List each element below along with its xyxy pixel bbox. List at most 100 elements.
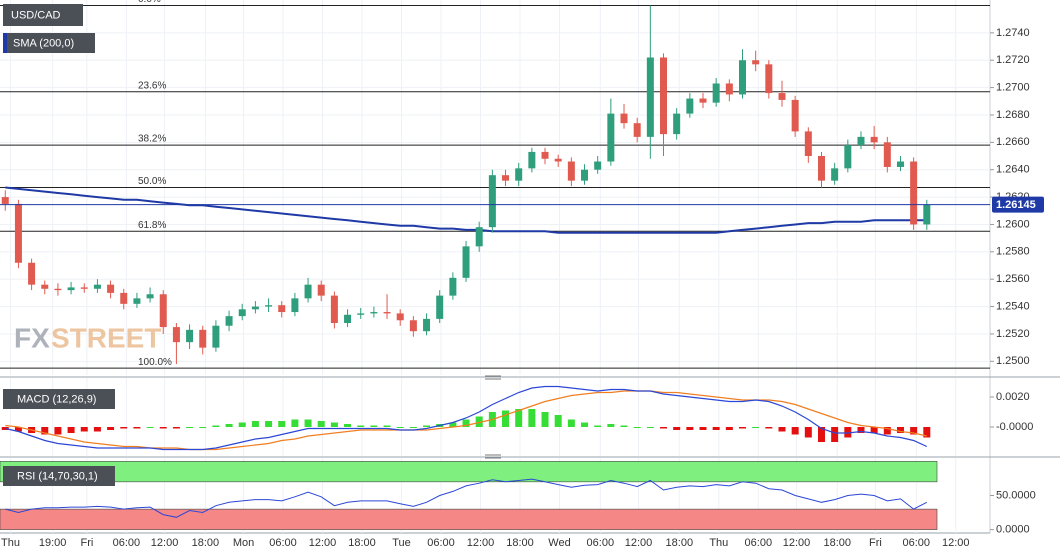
macd-line <box>5 385 928 451</box>
legend-box[interactable] <box>3 389 115 409</box>
histogram-bar <box>80 427 88 432</box>
candle-body <box>462 246 470 278</box>
legend-box[interactable] <box>3 4 83 26</box>
candle-body <box>515 168 523 181</box>
candle-body <box>41 284 49 289</box>
candle-body <box>291 298 299 313</box>
x-tick-label: 06:00 <box>427 537 455 549</box>
histogram-bar <box>409 427 417 428</box>
legend-box[interactable] <box>3 466 115 486</box>
candle-body <box>370 312 378 314</box>
histogram-bar <box>896 427 904 433</box>
candle-body <box>67 287 75 291</box>
histogram-bar <box>330 422 338 427</box>
histogram-bar <box>699 427 707 430</box>
x-tick-label: Thu <box>709 537 728 549</box>
resize-grip[interactable] <box>485 375 501 380</box>
resize-grip[interactable] <box>485 454 501 459</box>
candle-body <box>567 161 575 181</box>
y-tick-label: 1.2600 <box>996 218 1030 230</box>
candle-body <box>93 284 101 289</box>
fib-label: 100.0% <box>138 357 172 368</box>
histogram-bar <box>423 425 431 427</box>
x-tick-label: 12:00 <box>151 537 179 549</box>
candle-body <box>791 99 799 132</box>
histogram-bar <box>159 427 167 429</box>
x-tick-label: Wed <box>548 537 570 549</box>
candle-body <box>107 284 115 293</box>
candle-body <box>817 156 825 181</box>
candle-body <box>831 168 839 181</box>
histogram-bar <box>449 422 457 427</box>
last-price-label: 1.26145 <box>996 199 1036 211</box>
candle-body <box>778 93 786 100</box>
candle-body <box>620 113 628 124</box>
candle-body <box>646 57 654 137</box>
x-tick-label: 18:00 <box>666 537 694 549</box>
candle-body <box>883 142 891 167</box>
histogram-bar <box>14 427 22 432</box>
candle-body <box>752 60 760 65</box>
histogram-bar <box>910 427 918 435</box>
candle-body <box>357 313 365 315</box>
histogram-bar <box>370 425 378 427</box>
fib-label: 61.8% <box>138 220 166 231</box>
y-tick-label: 0.0020 <box>996 391 1030 403</box>
histogram-bar <box>620 425 628 427</box>
histogram-bar <box>725 427 733 430</box>
histogram-bar <box>475 416 483 427</box>
candle-body <box>660 57 668 135</box>
x-tick-label: Fri <box>869 537 882 549</box>
fib-label: 38.2% <box>138 134 166 145</box>
candle-body <box>225 316 233 326</box>
legend-indicator: RSI (14,70,30,1) <box>17 470 98 482</box>
watermark: FX <box>14 322 50 353</box>
histogram-bar <box>67 427 75 433</box>
plot-area: 1.2500 1.2520 1.2540 1.2560 1.2580 1.2600 1.26… <box>0 0 1036 535</box>
histogram-bar <box>712 427 720 430</box>
candle-body <box>146 294 154 299</box>
histogram-bar <box>107 427 115 430</box>
x-tick-label: 06:00 <box>587 537 615 549</box>
fib-label: 0.0% <box>138 0 161 5</box>
histogram-bar <box>686 427 694 430</box>
candle-body <box>14 203 22 263</box>
candle-body <box>594 161 602 170</box>
histogram-bar <box>93 427 101 432</box>
histogram-bar <box>265 421 273 427</box>
y-tick-label: 1.2680 <box>996 109 1030 121</box>
fib-label: 23.6% <box>138 80 166 91</box>
candle-body <box>541 151 549 159</box>
candle-body <box>172 327 180 343</box>
candle-body <box>607 113 615 162</box>
candle-body <box>409 320 417 332</box>
histogram-bar <box>673 427 681 430</box>
candle-body <box>423 318 431 332</box>
candle-body <box>265 305 273 307</box>
candle-body <box>488 175 496 228</box>
histogram-bar <box>594 425 602 427</box>
candle-body <box>923 204 931 225</box>
y-tick-label: 1.2640 <box>996 164 1030 176</box>
candle-body <box>383 312 391 314</box>
candle-body <box>844 145 852 169</box>
histogram-bar <box>172 427 180 429</box>
candle-body <box>238 309 246 317</box>
x-tick-label: 18:00 <box>192 537 220 549</box>
candle-body <box>554 158 562 162</box>
candle-body <box>278 305 286 313</box>
histogram-bar <box>541 412 549 427</box>
histogram-bar <box>54 427 62 435</box>
legend-box[interactable] <box>3 33 95 53</box>
x-tick-label: 06:00 <box>745 537 773 549</box>
candle-body <box>699 98 707 103</box>
y-tick-label: -0.0000 <box>996 421 1033 433</box>
x-tick-label: 12:00 <box>467 537 495 549</box>
histogram-bar <box>212 425 220 427</box>
candle-body <box>120 292 128 304</box>
histogram-bar <box>133 427 141 429</box>
watermark: STREET <box>51 322 161 353</box>
histogram-bar <box>199 427 207 428</box>
candle-body <box>725 83 733 95</box>
histogram-bar <box>633 427 641 428</box>
